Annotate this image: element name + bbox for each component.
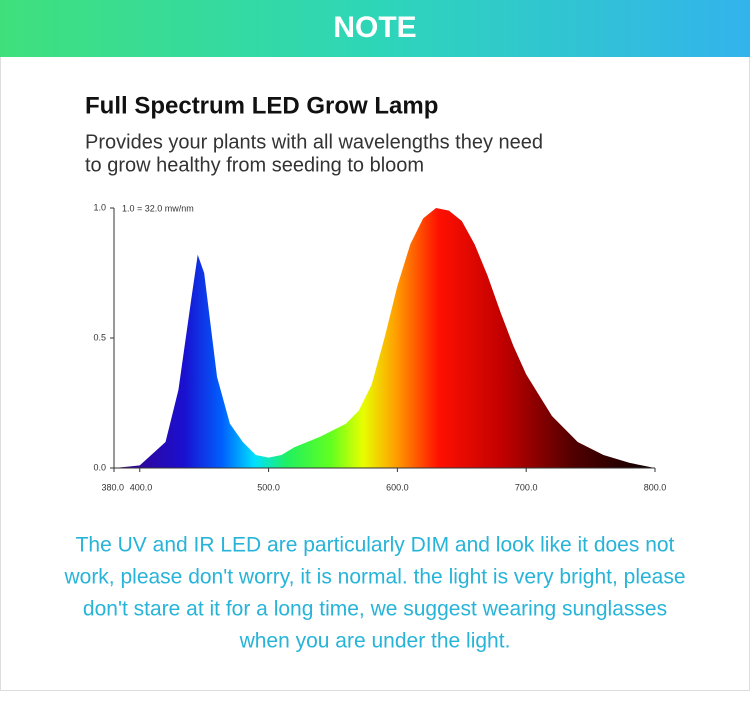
x-tick-label: 700.0 <box>515 482 538 492</box>
y-tick-label: 0.5 <box>93 332 106 342</box>
x-tick-label: 500.0 <box>257 482 280 492</box>
chart-subtitle: to grow healthy from seeding to bloom <box>85 154 424 176</box>
x-tick-label: 380.0 <box>101 482 124 492</box>
note-line: The UV and IR LED are particularly DIM a… <box>76 534 675 557</box>
header-title: NOTE <box>333 11 416 44</box>
note-line: when you are under the light. <box>239 630 511 653</box>
x-tick-label: 400.0 <box>130 482 153 492</box>
note: The UV and IR LED are particularly DIM a… <box>63 534 685 653</box>
y-tick-label: 0.0 <box>93 462 106 472</box>
annotation: 1.0 = 32.0 mw/nm <box>122 203 194 213</box>
x-tick-label: 800.0 <box>644 482 667 492</box>
plot: 0.0 0.5 1.0 380.0 400.0 500.0 600.0 700.0 800.0 <box>93 202 666 492</box>
header-bar <box>0 0 750 57</box>
chart-subtitle: Provides your plants with all wavelength… <box>85 131 543 153</box>
y-tick-label: 1.0 <box>93 202 106 212</box>
x-tick-label: 600.0 <box>386 482 409 492</box>
spectrum-area <box>114 208 655 468</box>
card <box>0 0 750 691</box>
note-line: work, please don't worry, it is normal. … <box>63 566 685 589</box>
chart-title: Full Spectrum LED Grow Lamp <box>85 92 438 119</box>
note-line: don't stare at it for a long time, we su… <box>83 598 667 621</box>
